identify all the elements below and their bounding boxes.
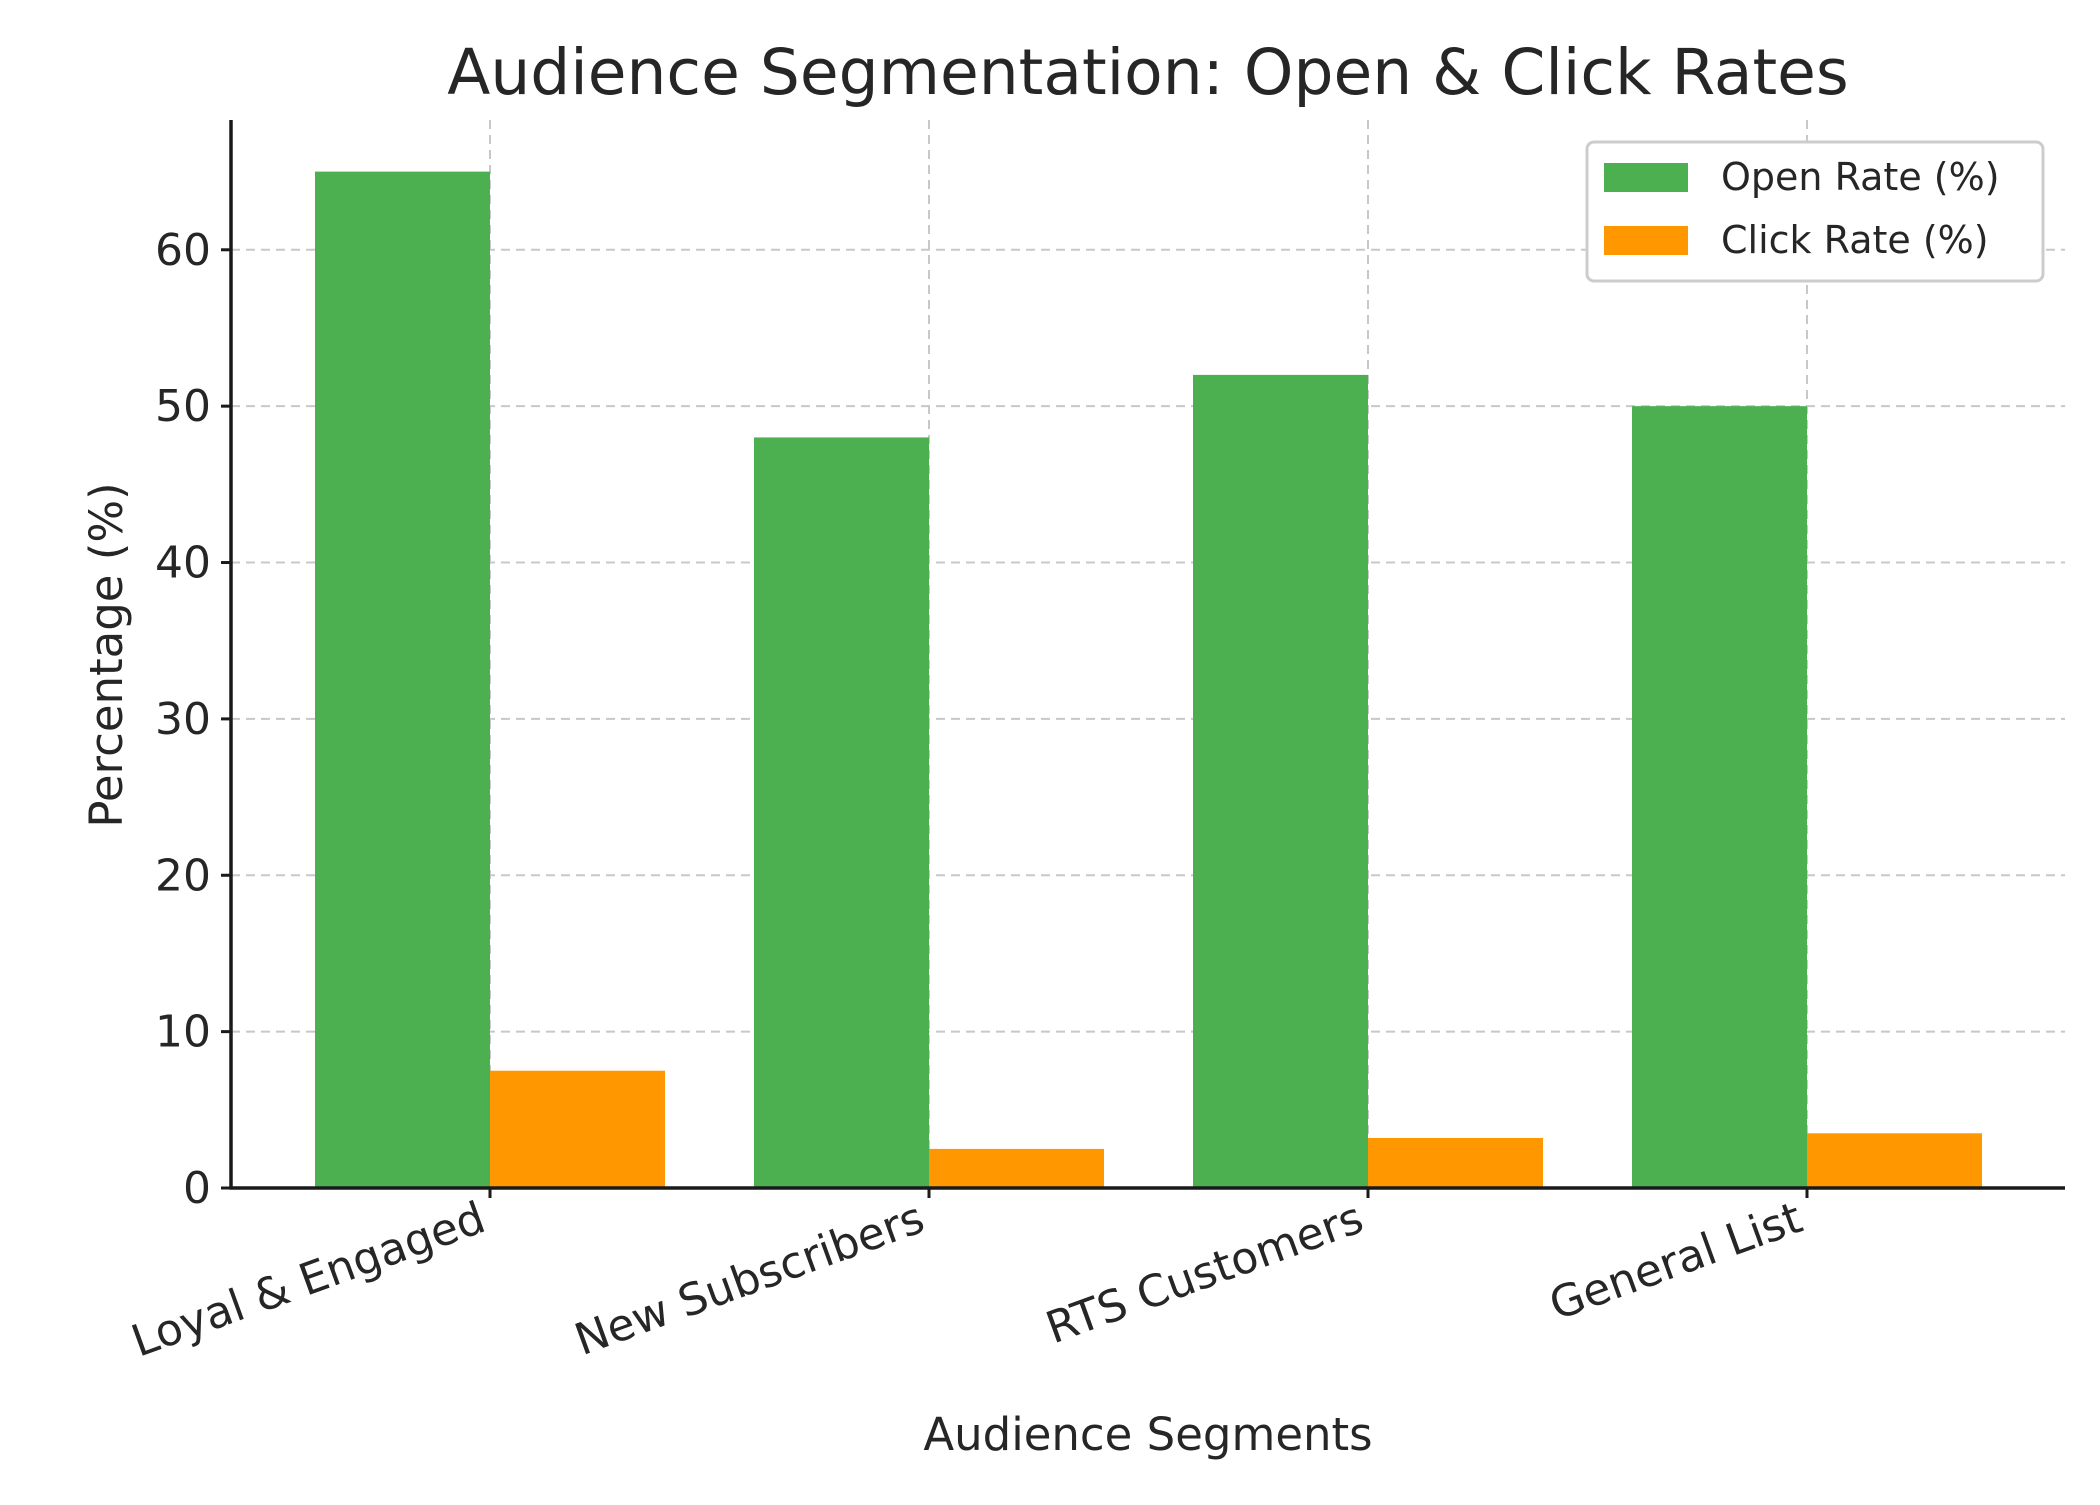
legend-label: Open Rate (%) — [1721, 155, 2000, 199]
bars — [315, 171, 1982, 1189]
legend-swatch — [1604, 163, 1688, 192]
bar-click-rate — [1368, 1137, 1543, 1188]
bar-open-rate — [1193, 374, 1368, 1188]
bar-open-rate — [315, 171, 490, 1189]
y-tick-label: 20 — [155, 850, 211, 901]
axes — [229, 120, 2065, 1190]
x-axis-ticks: Loyal & Engaged New Subscribers RTS Custom… — [125, 1188, 1809, 1367]
chart-title: Audience Segmentation: Open & Click Rate… — [447, 36, 1849, 109]
y-tick-label: 0 — [183, 1163, 211, 1214]
x-tick-label: RTS Customers — [1040, 1192, 1370, 1354]
y-tick-label: 30 — [155, 694, 211, 745]
x-tick-label: General List — [1543, 1192, 1809, 1330]
y-tick-label: 50 — [155, 381, 211, 432]
bar-click-rate — [929, 1148, 1104, 1188]
legend-label: Click Rate (%) — [1721, 218, 1989, 262]
y-tick-label: 40 — [155, 538, 211, 589]
y-axis-label: Percentage (%) — [80, 482, 133, 827]
bar-click-rate — [1807, 1133, 1982, 1188]
y-axis-ticks: 0 10 20 30 40 50 60 — [155, 225, 231, 1214]
legend-box — [1585, 140, 2045, 283]
bar-open-rate — [1632, 406, 1807, 1188]
x-axis-label: Audience Segments — [923, 1408, 1372, 1461]
legend[interactable]: Open Rate (%) Click Rate (%) — [1585, 140, 2045, 283]
y-tick-label: 10 — [155, 1007, 211, 1058]
bar-open-rate — [754, 437, 929, 1189]
x-tick-label: New Subscribers — [568, 1192, 930, 1365]
y-tick-label: 60 — [155, 225, 211, 276]
bar-click-rate — [490, 1070, 665, 1188]
x-tick-label: Loyal & Engaged — [125, 1192, 492, 1367]
legend-swatch — [1604, 226, 1688, 255]
